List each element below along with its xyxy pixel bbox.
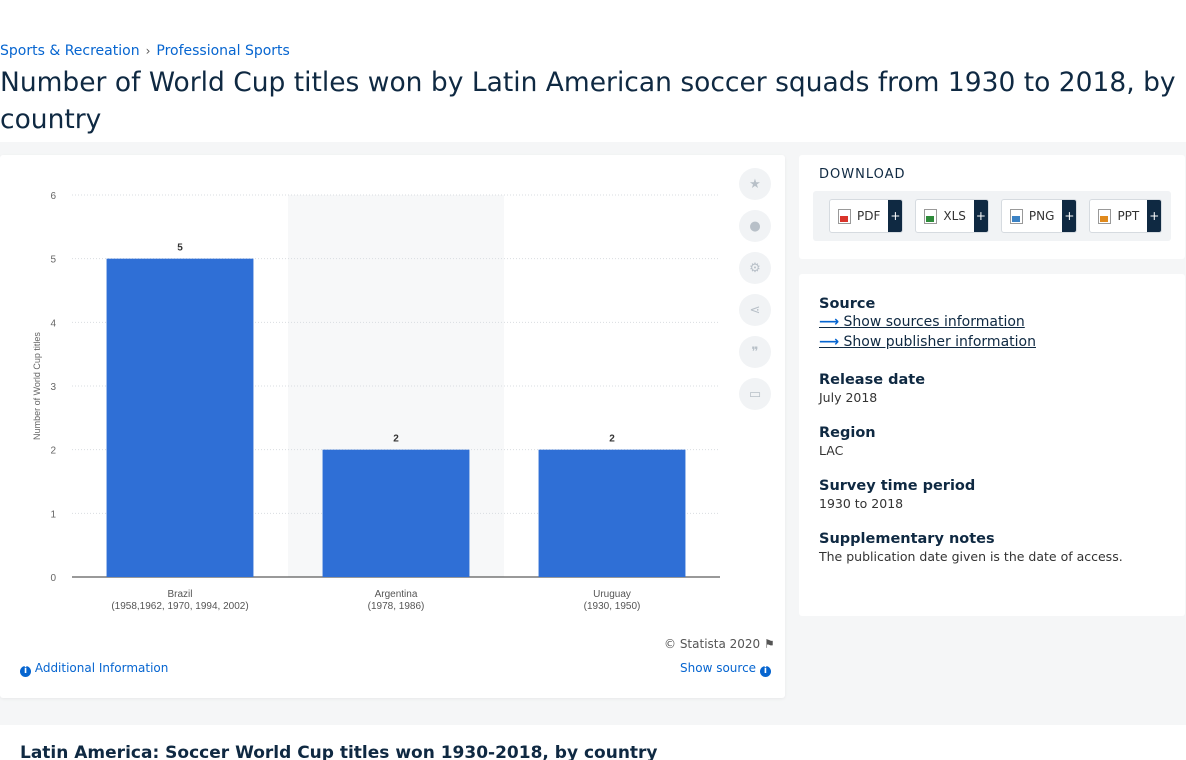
plus-icon[interactable]: + [1147, 200, 1162, 232]
region-value: LAC [819, 443, 844, 458]
y-tick-label: 3 [50, 382, 56, 393]
copyright: © Statista 2020 ⚑ [664, 637, 775, 651]
info-icon: i [20, 666, 31, 677]
data-label: 2 [609, 434, 615, 445]
gear-icon[interactable]: ⚙ [739, 252, 771, 284]
description-heading: Latin America: Soccer World Cup titles w… [20, 743, 658, 760]
show-publisher-link[interactable]: ⟶ Show publisher information [819, 334, 1165, 350]
bar [322, 449, 470, 577]
breadcrumb-sports-recreation[interactable]: Sports & Recreation [0, 43, 140, 59]
x-tick-label: Uruguay [593, 589, 631, 600]
chart-toolbar: ★ ● ⚙ ⋖ ❞ ▭ [739, 168, 771, 410]
x-tick-sublabel: (1958,1962, 1970, 1994, 2002) [111, 601, 248, 612]
download-card: DOWNLOAD PDF + XLS + PNG + PPT + [799, 155, 1185, 259]
share-icon[interactable]: ⋖ [739, 294, 771, 326]
download-pdf-label: PDF [857, 209, 881, 223]
y-tick-label: 1 [50, 509, 56, 520]
plus-icon[interactable]: + [888, 200, 903, 232]
quote-icon[interactable]: ❞ [739, 336, 771, 368]
star-icon[interactable]: ★ [739, 168, 771, 200]
x-tick-sublabel: (1930, 1950) [584, 601, 641, 612]
survey-heading: Survey time period [819, 478, 976, 494]
description-card: Latin America: Soccer World Cup titles w… [0, 725, 1186, 760]
region-heading: Region [819, 425, 876, 441]
x-tick-label: Argentina [375, 589, 418, 600]
bar [106, 258, 254, 577]
show-source-link[interactable]: Show source i [680, 661, 771, 677]
source-heading: Source [819, 296, 876, 312]
chart-card: 0 1 2 3 4 5 6 Number of World Cup titles 5 Brazil… [0, 155, 785, 698]
download-ppt-button[interactable]: PPT + [1089, 199, 1163, 233]
download-pdf-button[interactable]: PDF + [829, 199, 904, 233]
chevron-right-icon: › [145, 44, 151, 58]
info-card: Source ⟶ Show sources information ⟶ Show… [799, 274, 1185, 616]
plus-icon[interactable]: + [973, 200, 988, 232]
survey-value: 1930 to 2018 [819, 496, 904, 511]
data-label: 2 [393, 434, 399, 445]
y-tick-label: 5 [50, 255, 56, 266]
breadcrumb: Sports & Recreation › Professional Sport… [0, 43, 290, 59]
png-file-icon [1009, 208, 1023, 224]
notes-value: The publication date given is the date o… [819, 549, 1123, 564]
y-tick-label: 2 [50, 446, 56, 457]
additional-info-label: Additional Information [34, 661, 169, 675]
download-xls-button[interactable]: XLS + [915, 199, 989, 233]
additional-info-link[interactable]: i Additional Information [20, 661, 168, 677]
release-heading: Release date [819, 372, 926, 388]
download-xls-label: XLS [943, 209, 966, 223]
show-sources-link[interactable]: ⟶ Show sources information [819, 314, 1165, 330]
y-tick-label: 0 [50, 573, 56, 584]
download-buttons: PDF + XLS + PNG + PPT + [813, 191, 1171, 241]
download-png-label: PNG [1028, 209, 1055, 223]
x-tick-label: Brazil [167, 589, 192, 600]
top-bar [0, 0, 1186, 36]
download-title: DOWNLOAD [819, 167, 906, 182]
arrow-right-icon: ⟶ [819, 314, 840, 330]
bell-icon[interactable]: ● [739, 210, 771, 242]
show-publisher-label: Show publisher information [843, 334, 1036, 350]
data-label: 5 [177, 243, 183, 254]
release-value: July 2018 [819, 390, 878, 405]
breadcrumb-professional-sports[interactable]: Professional Sports [156, 43, 290, 59]
copyright-text: © Statista 2020 [664, 637, 761, 651]
ppt-file-icon [1098, 208, 1112, 224]
show-source-label: Show source [680, 661, 757, 675]
x-tick-sublabel: (1978, 1986) [368, 601, 425, 612]
xls-file-icon [924, 208, 938, 224]
download-ppt-label: PPT [1117, 209, 1140, 223]
page-title: Number of World Cup titles won by Latin … [0, 67, 1176, 135]
print-icon[interactable]: ▭ [739, 378, 771, 410]
show-sources-label: Show sources information [843, 314, 1025, 330]
y-axis-label: Number of World Cup titles [32, 332, 42, 440]
bar-chart: 0 1 2 3 4 5 6 Number of World Cup titles 5 Brazil… [32, 191, 720, 612]
y-tick-label: 6 [50, 191, 56, 202]
y-tick-label: 4 [50, 318, 56, 329]
download-png-button[interactable]: PNG + [1000, 199, 1078, 233]
bar [538, 449, 686, 577]
plus-icon[interactable]: + [1062, 200, 1077, 232]
notes-heading: Supplementary notes [819, 531, 995, 547]
flag-icon[interactable]: ⚑ [764, 637, 775, 651]
arrow-right-icon: ⟶ [819, 334, 840, 350]
info-icon: i [759, 666, 771, 677]
pdf-file-icon [838, 208, 851, 224]
